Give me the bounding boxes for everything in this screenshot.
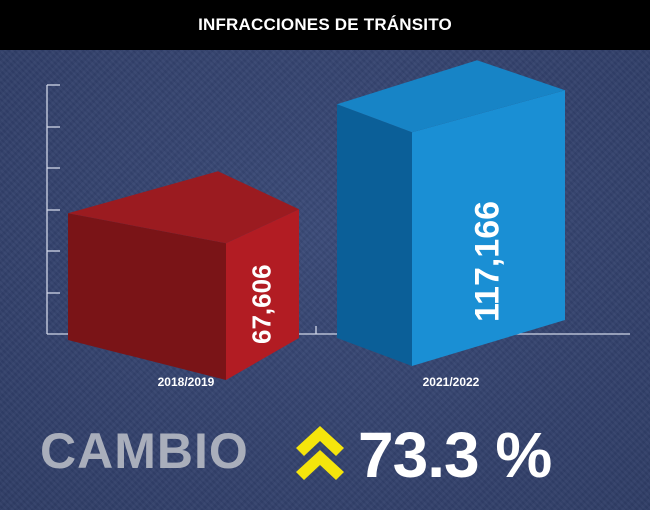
bar-face-top bbox=[337, 60, 565, 133]
change-label: CAMBIO bbox=[40, 423, 249, 479]
x-tick-label: 2021/2022 bbox=[423, 375, 480, 389]
bar-face-right bbox=[412, 90, 565, 366]
bar-face-left bbox=[68, 213, 226, 380]
x-tick-label: 2018/2019 bbox=[158, 375, 215, 389]
title-bar: INFRACCIONES DE TRÁNSITO bbox=[0, 0, 650, 50]
bar-face-right bbox=[226, 209, 299, 380]
y-axis bbox=[46, 84, 60, 334]
change-percent: 73.3 % bbox=[358, 419, 552, 491]
double-chevron-up-icon bbox=[296, 426, 344, 480]
bar-face-top bbox=[68, 171, 299, 244]
data-label: 67,606 bbox=[247, 264, 277, 344]
chart-title: INFRACCIONES DE TRÁNSITO bbox=[198, 15, 452, 34]
bar-chart: 67,606 2018/2019 117,166 2021/2022 bbox=[46, 60, 630, 389]
bars-group: 67,606 2018/2019 117,166 2021/2022 bbox=[68, 60, 565, 389]
data-label: 117,166 bbox=[469, 201, 507, 322]
change-summary: CAMBIO 73.3 % bbox=[40, 418, 640, 498]
bar-face-left bbox=[337, 104, 412, 366]
